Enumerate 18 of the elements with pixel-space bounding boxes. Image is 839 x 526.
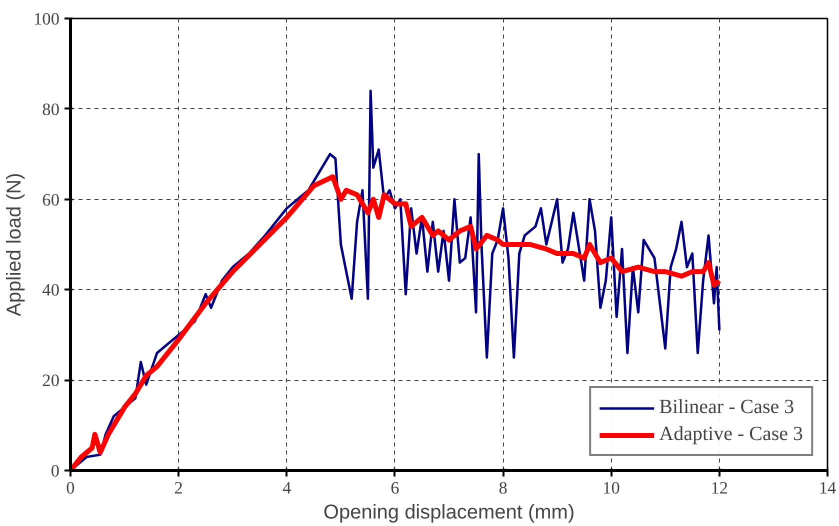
x-tick-label: 0 — [66, 478, 75, 498]
y-tick-label: 0 — [50, 462, 60, 480]
x-tick-label: 6 — [390, 478, 400, 498]
x-tick-label: 8 — [498, 478, 508, 498]
x-tick-label: 14 — [818, 478, 836, 498]
y-tick-label: 40 — [42, 280, 60, 300]
y-axis-title: Applied load (N) — [4, 172, 26, 316]
x-axis-title: Opening displacement (mm) — [323, 502, 575, 524]
x-tick-label: 4 — [282, 478, 292, 498]
x-tick-label: 10 — [602, 478, 620, 498]
legend-label: Adaptive - Case 3 — [659, 423, 803, 446]
legend-label: Bilinear - Case 3 — [659, 396, 794, 419]
x-tick-label: 2 — [174, 478, 183, 498]
x-tick-label: 12 — [710, 478, 728, 498]
y-tick-label: 100 — [34, 10, 60, 28]
y-tick-label: 60 — [42, 190, 60, 210]
y-tick-label: 20 — [42, 371, 60, 390]
y-tick-label: 80 — [42, 100, 60, 119]
